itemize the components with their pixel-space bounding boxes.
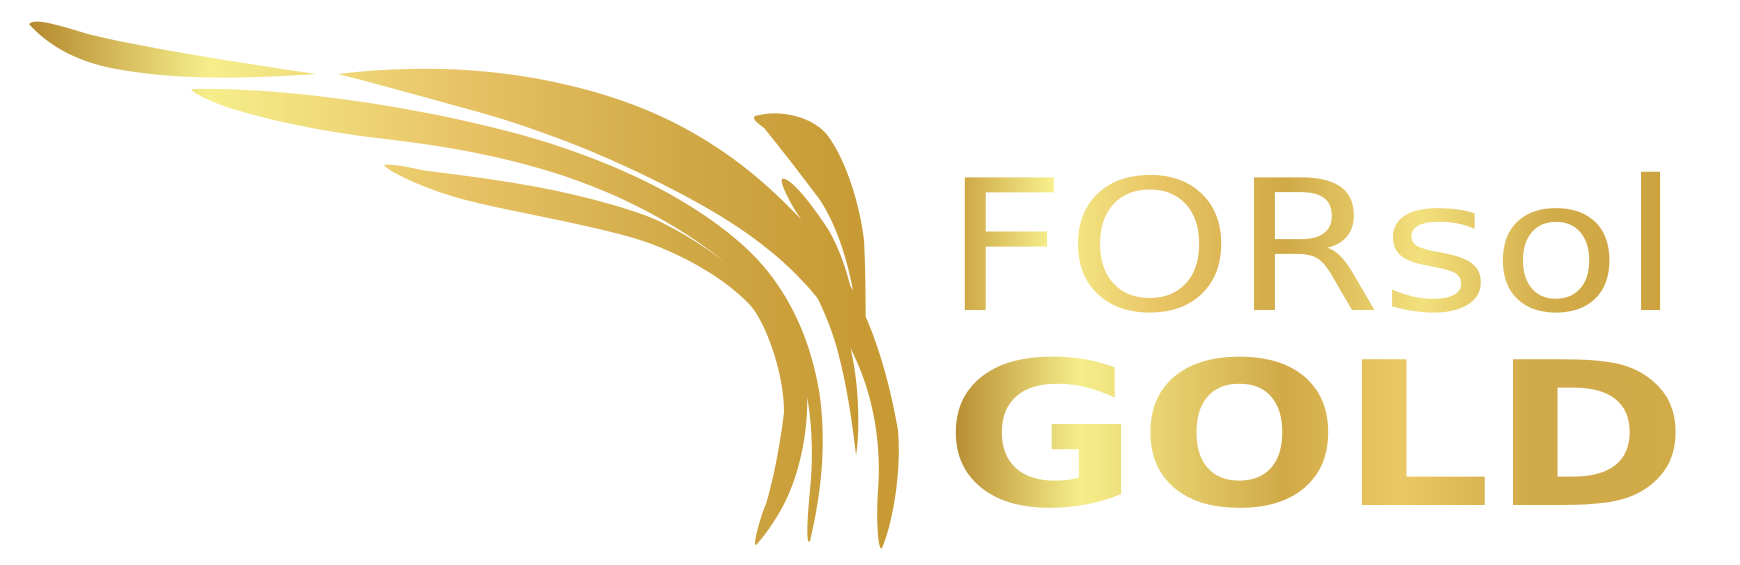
wing-feather-4 <box>384 164 808 546</box>
wing-feather-1 <box>29 21 316 78</box>
wing-feather-5 <box>753 113 866 368</box>
wordmark-bottom: GOLD <box>944 320 1688 553</box>
wordmark-top: FORsol <box>944 141 1680 353</box>
wing-feather-7 <box>782 219 859 455</box>
wordmark-top-text: FORsol <box>944 141 1680 353</box>
wordmark-bottom-text: GOLD <box>944 320 1688 553</box>
wing-feather-2 <box>338 68 899 549</box>
gold-wing-icon <box>29 21 899 549</box>
wing-feather-6 <box>781 178 860 346</box>
wing-feather-3 <box>191 88 823 542</box>
